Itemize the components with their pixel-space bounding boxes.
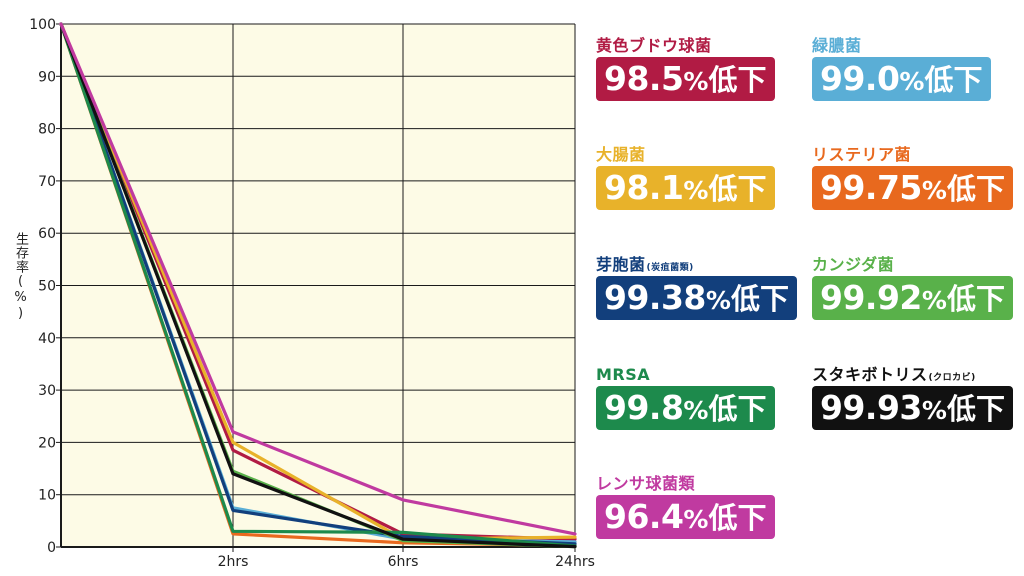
x-tick-label: 6hrs [388,554,419,570]
card-8: レンサ球菌類 96.4%低下 [596,474,775,539]
card-6: MRSA 99.8%低下 [596,365,775,430]
card-6-name: MRSA [596,365,651,384]
card-4-badge: 99.38%低下 [596,276,797,320]
x-tick-label: 24hrs [555,554,595,570]
card-2-badge: 98.1%低下 [596,166,775,210]
card-1-name: 緑膿菌 [812,36,862,55]
card-7-badge: 99.93%低下 [812,386,1013,430]
card-3-name: リステリア菌 [812,145,912,164]
card-6-badge: 99.8%低下 [596,386,775,430]
card-8-badge: 96.4%低下 [596,495,775,539]
y-tick-label: 100 [29,17,56,33]
card-4: 芽胞菌(炭疽菌類) 99.38%低下 [596,255,797,320]
card-8-name: レンサ球菌類 [596,474,696,493]
x-tick-label: 2hrs [218,554,249,570]
card-2-name: 大腸菌 [596,145,646,164]
card-7-name: スタキボトリス(クロカビ) [812,365,976,384]
card-0-name: 黄色ブドウ球菌 [596,36,712,55]
y-tick-label: 10 [38,488,56,504]
y-tick-label: 40 [38,331,56,347]
y-tick-label: 60 [38,226,56,242]
card-1-badge: 99.0%低下 [812,57,991,101]
series-line-7 [59,22,577,549]
y-tick-label: 30 [38,383,56,399]
card-1: 緑膿菌 99.0%低下 [812,36,991,101]
card-5-badge: 99.92%低下 [812,276,1013,320]
card-7: スタキボトリス(クロカビ) 99.93%低下 [812,365,1013,430]
y-tick-label: 0 [47,540,56,556]
card-3-badge: 99.75%低下 [812,166,1013,210]
series-line-6 [59,22,577,548]
card-5: カンジダ菌 99.92%低下 [812,255,1013,320]
y-tick-label: 70 [38,174,56,190]
y-tick-label: 20 [38,435,56,451]
card-0: 黄色ブドウ球菌 98.5%低下 [596,36,775,101]
card-2: 大腸菌 98.1%低下 [596,145,775,210]
card-5-name: カンジダ菌 [812,255,895,274]
card-4-name: 芽胞菌(炭疽菌類) [596,255,694,274]
card-3: リステリア菌 99.75%低下 [812,145,1013,210]
y-tick-label: 50 [38,279,56,295]
card-0-badge: 98.5%低下 [596,57,775,101]
y-axis-label: 生存率(%) [13,232,28,322]
y-tick-label: 80 [38,122,56,138]
series-line-8 [59,22,577,536]
y-tick-label: 90 [38,69,56,85]
